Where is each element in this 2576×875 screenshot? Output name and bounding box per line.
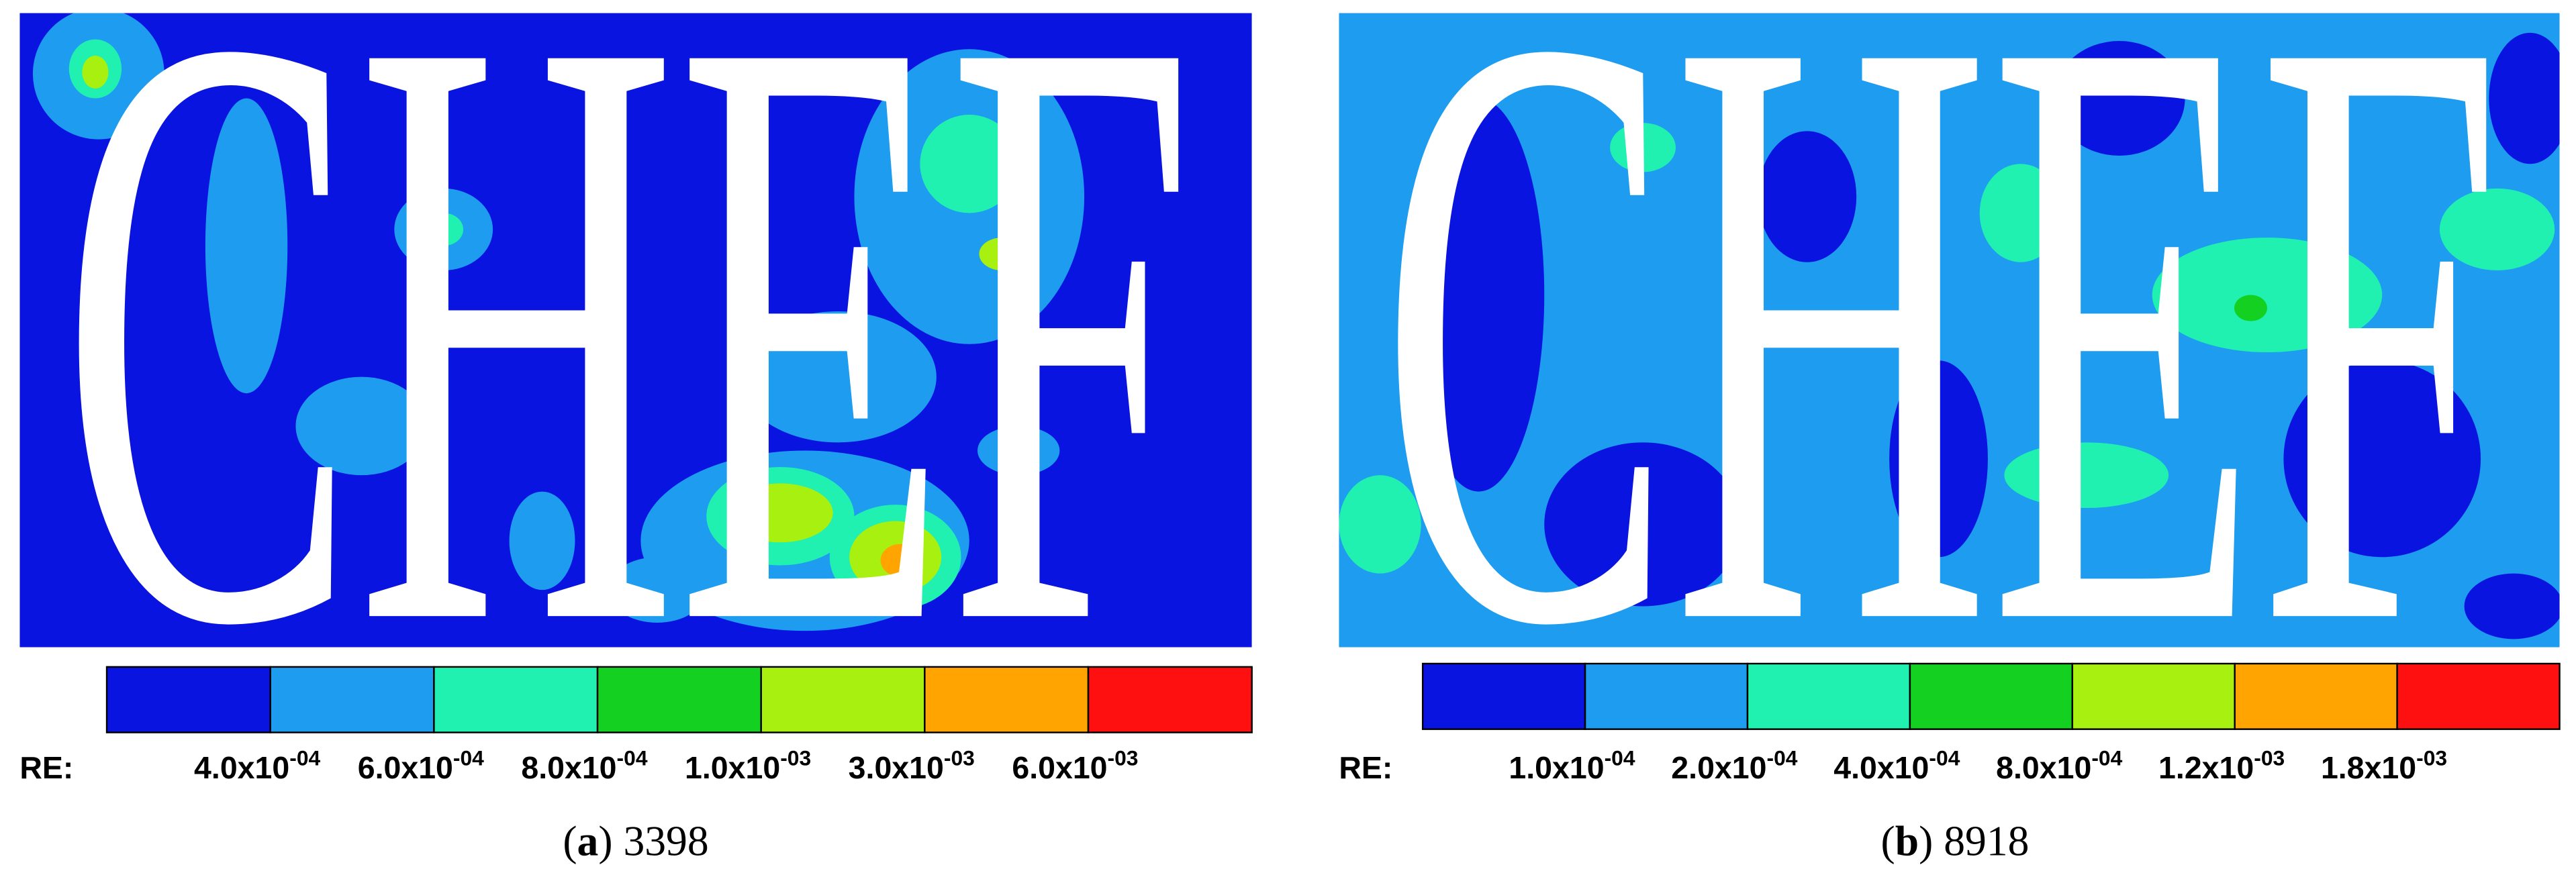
colorbar-swatch [1421,662,1586,730]
tick-base: 4.0x10 [194,750,289,785]
tick-exponent: -03 [2416,745,2447,770]
colorbar-swatch [105,666,271,733]
colorbar-swatch [2234,662,2398,730]
contour-region [295,376,428,476]
tick-exponent: -04 [1767,745,1798,770]
contour-region [2004,442,2169,509]
contour-region [1979,164,2062,262]
contour-region [728,483,833,543]
colorbar-tick-label: 1.0x10-04 [1509,745,1635,784]
contour-region [82,56,109,89]
contour-region [2439,188,2555,270]
tick-base: 1.0x10 [685,750,780,785]
colorbar-tick-label: 8.0x10-04 [521,745,647,784]
contour-region [880,544,920,577]
colorbar-tick-label: 2.0x10-04 [1671,745,1797,784]
contour-region [977,425,1060,476]
colorbar-label: RE: [1339,750,1392,785]
colorbar-tick-label: 6.0x10-04 [358,745,484,784]
contour-region [424,213,464,246]
tick-exponent: -04 [289,745,320,770]
caption: (a) 3398 [563,817,708,865]
tick-base: 8.0x10 [1996,750,2091,785]
tick-base: 1.2x10 [2158,750,2254,785]
colorbar-swatch [269,666,435,733]
tick-exponent: -03 [1108,745,1139,770]
contour-region [920,114,1019,213]
contour-plot: CHEF [19,0,1252,801]
contour-region [2053,41,2185,156]
colorbar-swatch [924,666,1090,733]
caption-letter: b [1895,817,1919,865]
colorbar-tick-label: 6.0x10-03 [1012,745,1138,784]
contour-region [2283,360,2481,558]
colorbar-swatch [1087,666,1253,733]
colorbar-tick-label: 1.2x10-03 [2158,745,2285,784]
tick-exponent: -04 [2091,745,2122,770]
tick-exponent: -04 [1605,745,1635,770]
contour-region [2489,32,2560,164]
colorbar-swatch [596,666,762,733]
contour-region [2152,238,2383,353]
specimen-letters: CHEF [1380,0,2502,801]
colorbar-tick-label: 3.0x10-03 [849,745,975,784]
caption-open: ( [1881,817,1895,865]
tick-exponent: -04 [1929,745,1960,770]
colorbar-tick-label: 8.0x10-04 [1996,745,2122,784]
caption-open: ( [563,817,577,865]
tick-exponent: -03 [944,745,975,770]
tick-base: 6.0x10 [358,750,453,785]
colorbar-swatch [760,666,926,733]
contour-region [1889,360,1988,558]
contour-region [1339,475,1421,574]
contour-region [509,491,575,590]
contour-region [1610,123,1676,172]
caption-text: ) 3398 [598,817,708,865]
colorbar-tick-label: 4.0x10-04 [194,745,320,784]
tick-base: 3.0x10 [849,750,944,785]
caption-text: ) 8918 [1919,817,2029,865]
colorbar-swatch [2071,662,2236,730]
tick-base: 2.0x10 [1671,750,1766,785]
specimen-letters: CHEF [61,0,1194,801]
contour-region [2234,295,2267,321]
contour-region [979,238,1025,270]
colorbar-tick-label: 1.0x10-03 [685,745,811,784]
tick-base: 4.0x10 [1833,750,1929,785]
tick-base: 6.0x10 [1012,750,1107,785]
caption-letter: a [577,817,599,865]
colorbar-tick-label: 1.8x10-03 [2321,745,2447,784]
tick-exponent: -03 [2254,745,2285,770]
tick-exponent: -04 [617,745,648,770]
tick-base: 1.8x10 [2321,750,2416,785]
colorbar-swatch [1909,662,2074,730]
colorbar-tick-label: 4.0x10-04 [1833,745,1960,784]
tick-base: 8.0x10 [521,750,616,785]
tick-base: 1.0x10 [1509,750,1604,785]
colorbar-swatch [433,666,599,733]
colorbar-swatch [2396,662,2561,730]
contour-plot: CHEF [1339,0,2560,801]
colorbar-swatch [1746,662,1911,730]
tick-exponent: -04 [453,745,484,770]
colorbar-swatch [1584,662,1749,730]
contour-region [1758,131,1857,262]
contour-region [608,557,707,623]
contour-region [739,311,937,443]
colorbar-label: RE: [19,750,73,785]
caption: (b) 8918 [1881,817,2030,865]
contour-region [1413,98,1545,492]
contour-region [205,98,288,394]
contour-region [2464,573,2560,639]
contour-region [1544,442,1742,607]
tick-exponent: -03 [780,745,811,770]
